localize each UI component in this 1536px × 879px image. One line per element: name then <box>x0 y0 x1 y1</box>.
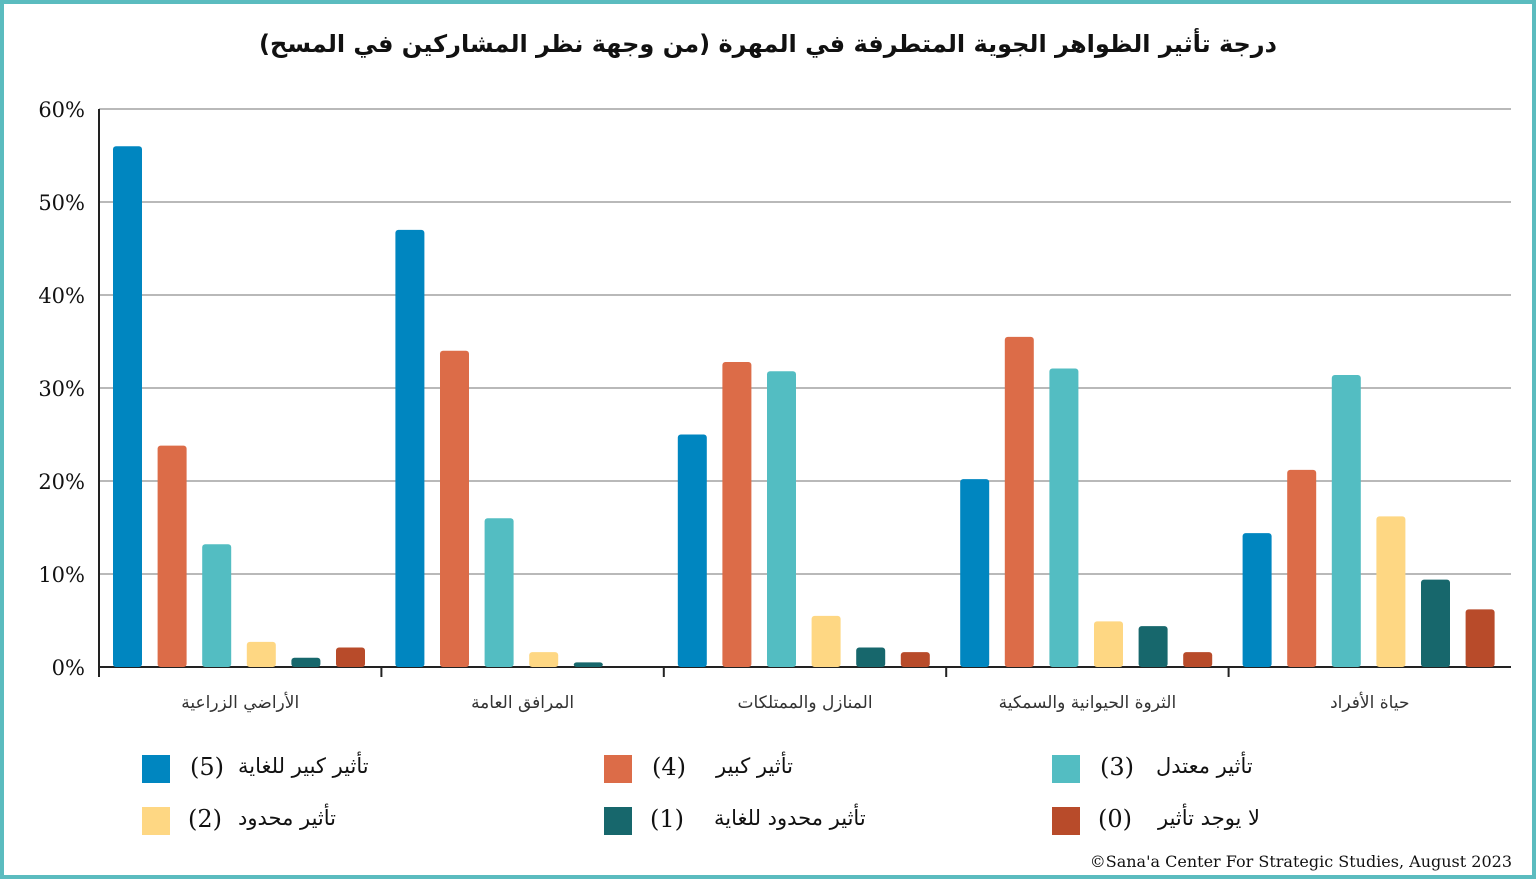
chart-title: درجة تأثير الظواهر الجوية المتطرفة في ال… <box>259 30 1277 58</box>
legend-item-2: (2) تأثير محدود <box>142 804 392 838</box>
bar <box>1331 374 1361 667</box>
legend-label-3: تأثير معتدل <box>1156 754 1253 778</box>
legend-code-4: (4) <box>652 753 686 781</box>
y-tick-label: 20% <box>38 470 85 494</box>
bar <box>1242 533 1272 667</box>
legend-item-0: (0) لا يوجد تأثير <box>1052 804 1302 838</box>
bar <box>1465 609 1495 667</box>
bar <box>722 361 752 667</box>
legend-swatch-1 <box>604 807 632 835</box>
bar <box>440 350 469 667</box>
legend-swatch-5 <box>142 755 170 783</box>
legend-label-1: تأثير محدود للغاية <box>714 806 866 830</box>
bar <box>1287 469 1317 667</box>
bar <box>900 652 930 667</box>
legend-swatch-0 <box>1052 807 1080 835</box>
y-tick-label: 10% <box>38 563 85 587</box>
bar <box>960 479 990 667</box>
legend-label-5: تأثير كبير للغاية <box>238 754 369 778</box>
x-tick-label: المرافق العامة <box>471 693 574 713</box>
bar <box>291 657 321 667</box>
bar-chart: 0% 10% 20% 30% 40% 50% 60% الأراضي الزراعية المر… <box>38 98 1511 713</box>
bar <box>856 647 886 667</box>
bar <box>246 641 276 667</box>
bar <box>1376 516 1406 667</box>
bar <box>336 647 365 667</box>
legend-item-4: (4) تأثير كبير <box>604 752 854 786</box>
bar <box>395 229 425 667</box>
y-tick-label: 50% <box>38 191 85 215</box>
y-tick-label: 40% <box>38 284 85 308</box>
legend-swatch-2 <box>142 807 170 835</box>
bar <box>157 445 187 667</box>
legend-code-5: (5) <box>190 753 224 781</box>
legend-label-0: لا يوجد تأثير <box>1158 806 1261 830</box>
legend-item-5: (5) تأثير كبير للغاية <box>142 752 392 786</box>
legend-code-1: (1) <box>650 805 684 833</box>
bar <box>767 371 796 667</box>
bar <box>1183 652 1213 667</box>
bar <box>1421 579 1450 667</box>
bar <box>1094 621 1123 667</box>
bar <box>677 434 707 667</box>
bar <box>1049 368 1079 667</box>
legend-item-1: (1) تأثير محدود للغاية <box>604 804 904 838</box>
x-tick-label: حياة الأفراد <box>1330 692 1409 713</box>
x-tick-label: الثروة الحيوانية والسمكية <box>999 693 1177 713</box>
legend-code-2: (2) <box>188 805 222 833</box>
bar <box>573 662 603 667</box>
legend-swatch-4 <box>604 755 632 783</box>
legend-item-3: (3) تأثير معتدل <box>1052 752 1302 786</box>
bar <box>484 518 514 667</box>
bar <box>529 652 559 667</box>
bar <box>811 615 841 667</box>
y-tick-label: 30% <box>38 377 85 401</box>
bar <box>1004 336 1034 667</box>
legend-label-2: تأثير محدود <box>238 806 337 830</box>
bar <box>202 544 232 667</box>
credit-text: ©Sana'a Center For Strategic Studies, Au… <box>1089 852 1512 871</box>
legend-code-3: (3) <box>1100 753 1134 781</box>
legend-label-4: تأثير كبير <box>716 754 793 778</box>
legend-swatch-3 <box>1052 755 1080 783</box>
y-tick-label: 0% <box>52 656 85 680</box>
y-tick-label: 60% <box>38 98 85 122</box>
bar <box>113 146 142 667</box>
x-tick-label: المنازل والممتلكات <box>737 693 872 713</box>
bar <box>1138 626 1168 667</box>
legend-code-0: (0) <box>1098 805 1132 833</box>
x-tick-label: الأراضي الزراعية <box>181 692 299 713</box>
